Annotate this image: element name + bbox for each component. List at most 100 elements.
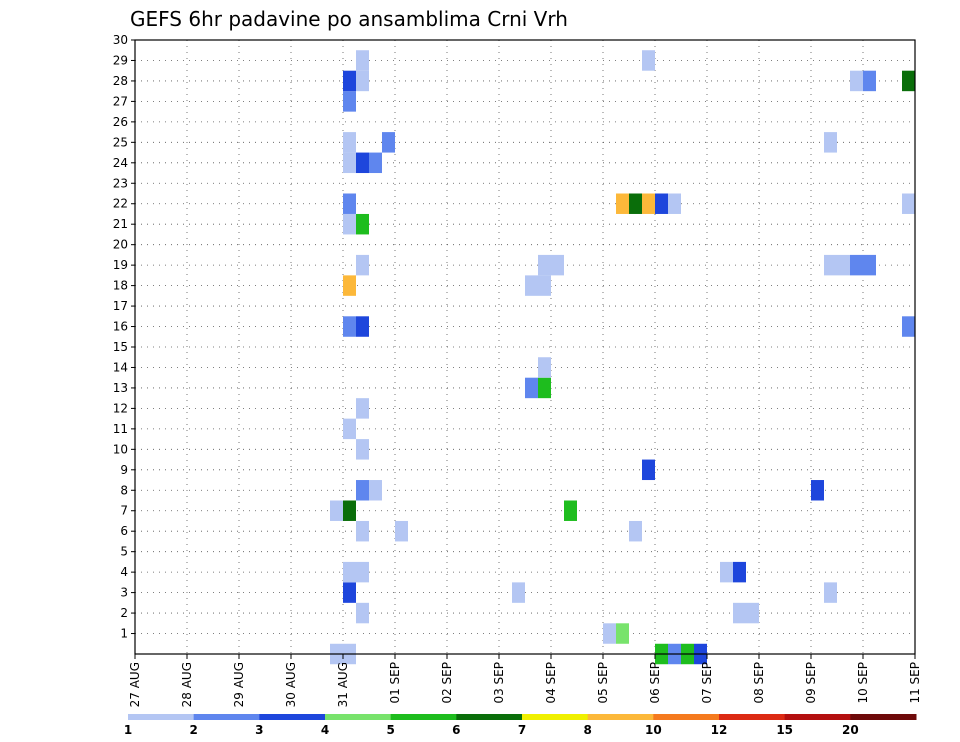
- chart-title: GEFS 6hr padavine po ansamblima Crni Vrh: [130, 7, 568, 31]
- precip-cell: [343, 418, 356, 440]
- x-tick-label: 29 AUG: [232, 662, 246, 707]
- y-tick-label: 30: [113, 33, 128, 47]
- precip-cell: [733, 561, 746, 583]
- x-tick-label: 01 SEP: [388, 662, 402, 704]
- y-tick-label: 29: [113, 53, 128, 67]
- colorbar-swatch: [325, 714, 392, 720]
- colorbar-swatch: [259, 714, 326, 720]
- precip-cell: [733, 602, 746, 624]
- y-tick-label: 16: [113, 320, 128, 334]
- colorbar-swatch: [850, 714, 917, 720]
- precip-cell: [356, 520, 369, 542]
- colorbar-label: 15: [776, 723, 793, 737]
- y-tick-label: 5: [120, 545, 128, 559]
- y-tick-label: 6: [120, 524, 128, 538]
- precip-cell: [356, 70, 369, 92]
- precip-cell: [538, 275, 551, 296]
- precip-cell: [902, 70, 915, 92]
- y-tick-label: 14: [113, 360, 128, 374]
- precip-cell: [629, 193, 642, 214]
- precip-cell: [824, 132, 837, 153]
- colorbar-swatch: [784, 714, 851, 720]
- x-tick-label: 10 SEP: [856, 662, 870, 704]
- x-axis: 27 AUG 28 AUG 29 AUG 30 AUG 31 AUG 01 SEP 02 S…: [128, 654, 922, 707]
- precip-cell: [343, 70, 356, 92]
- y-tick-label: 24: [113, 156, 128, 170]
- precip-cell: [356, 316, 369, 337]
- precip-cell: [603, 623, 616, 644]
- precip-cell: [395, 520, 408, 542]
- precip-cell: [343, 500, 356, 521]
- precip-cell: [551, 254, 564, 276]
- x-tick-label: 08 SEP: [752, 662, 766, 704]
- x-tick-label: 09 SEP: [804, 662, 818, 704]
- colorbar-label: 6: [452, 723, 460, 737]
- precip-cell: [356, 152, 369, 174]
- y-tick-label: 2: [120, 606, 128, 620]
- y-tick-label: 9: [120, 463, 128, 477]
- y-tick-label: 28: [113, 74, 128, 88]
- y-tick-label: 1: [120, 627, 128, 641]
- precip-cell: [642, 193, 655, 214]
- precip-cell: [343, 316, 356, 337]
- y-tick-label: 20: [113, 238, 128, 252]
- colorbar-label: 12: [711, 723, 728, 737]
- precip-cell: [837, 254, 850, 276]
- precip-cell: [811, 480, 824, 501]
- colorbar-label: 20: [842, 723, 859, 737]
- y-tick-label: 18: [113, 279, 128, 293]
- precip-cell: [343, 193, 356, 214]
- colorbar-swatch: [456, 714, 523, 720]
- precip-cell: [824, 254, 837, 276]
- precip-cell: [356, 50, 369, 71]
- precip-cell: [538, 254, 551, 276]
- colorbar-label: 10: [645, 723, 662, 737]
- x-tick-label: 11 SEP: [908, 662, 922, 704]
- y-tick-label: 17: [113, 299, 128, 313]
- precip-cell: [629, 520, 642, 542]
- colorbar-label: 7: [518, 723, 526, 737]
- precip-cell: [564, 500, 577, 521]
- colorbar-swatch: [587, 714, 654, 720]
- precip-cell: [356, 561, 369, 583]
- precip-cell: [538, 357, 551, 378]
- colorbar-swatch: [522, 714, 589, 720]
- precip-cell: [343, 91, 356, 112]
- y-tick-label: 27: [113, 94, 128, 108]
- colorbar-legend: 1 2 3 4 5 6 7 8 10 12 15 20: [124, 714, 917, 737]
- precip-cell: [369, 480, 382, 501]
- colorbar-label: 3: [255, 723, 263, 737]
- y-tick-label: 8: [120, 483, 128, 497]
- y-tick-label: 7: [120, 504, 128, 518]
- precip-cell: [902, 193, 915, 214]
- precip-cell: [850, 70, 863, 92]
- precip-cell: [512, 582, 525, 603]
- y-tick-label: 26: [113, 115, 128, 129]
- precip-cell: [720, 561, 733, 583]
- precip-cell: [863, 254, 876, 276]
- y-tick-label: 19: [113, 258, 128, 272]
- colorbar-swatch: [193, 714, 260, 720]
- y-tick-label: 3: [120, 586, 128, 600]
- y-tick-label: 13: [113, 381, 128, 395]
- colorbar-label: 1: [124, 723, 132, 737]
- precip-cell: [356, 398, 369, 419]
- precip-cell: [343, 132, 356, 153]
- y-tick-label: 10: [113, 442, 128, 456]
- precip-cell: [525, 377, 538, 399]
- precip-cell: [343, 213, 356, 235]
- precip-cell: [369, 152, 382, 174]
- y-tick-label: 21: [113, 217, 128, 231]
- precip-cell: [668, 193, 681, 214]
- colorbar-swatch: [719, 714, 786, 720]
- x-tick-label: 03 SEP: [492, 662, 506, 704]
- y-tick-label: 23: [113, 176, 128, 190]
- y-tick-label: 12: [113, 401, 128, 415]
- y-tick-label: 22: [113, 197, 128, 211]
- precip-cell: [343, 582, 356, 603]
- x-tick-label: 28 AUG: [180, 662, 194, 707]
- precip-cell: [343, 275, 356, 296]
- colorbar-swatch: [653, 714, 720, 720]
- precip-cell: [356, 602, 369, 624]
